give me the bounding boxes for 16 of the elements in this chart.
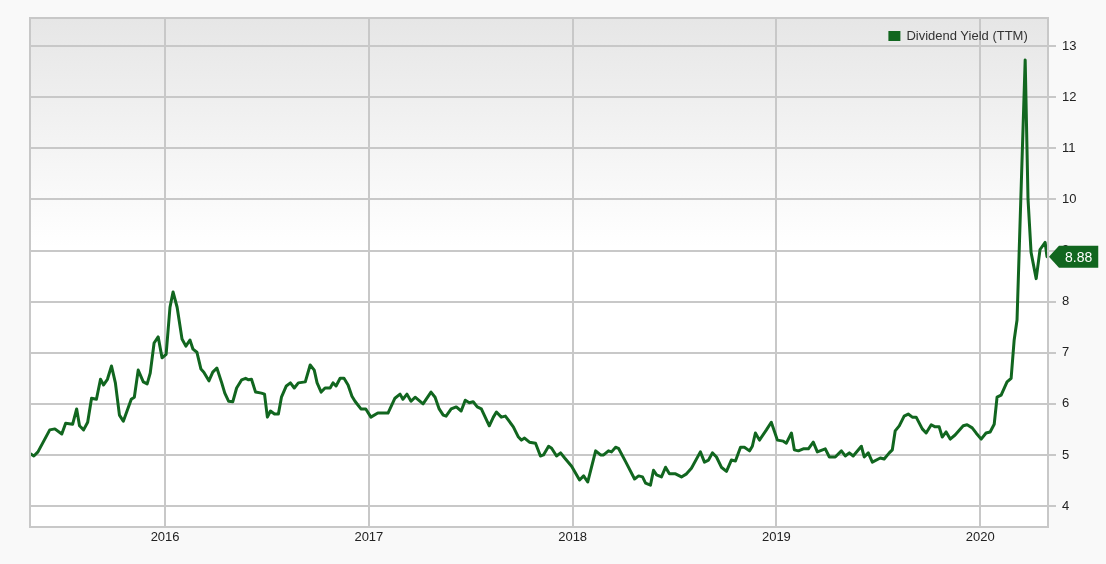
annotation: 8.88: [1064, 248, 1093, 265]
y-tick-label: 10: [1062, 191, 1077, 206]
x-tick-label: 2018: [558, 529, 588, 545]
y-tick-label: 11: [1062, 139, 1076, 155]
x-tick-label: 2020: [965, 529, 995, 545]
x-tick-label: 2016: [150, 529, 180, 545]
y-tick-label: 8: [1062, 293, 1070, 309]
x-tick-label: 2019: [761, 529, 791, 545]
y-tick-label: 5: [1062, 446, 1070, 462]
x-tick-label: 2017: [354, 529, 384, 545]
legend-label: Dividend Yield (TTM): [906, 27, 1028, 43]
y-tick-label: 7: [1062, 344, 1070, 360]
y-tick-label: 13: [1062, 37, 1077, 53]
y-tick-label: 12: [1062, 88, 1077, 104]
y-tick-label: 4: [1062, 497, 1070, 513]
y-tick-label: 6: [1062, 395, 1070, 411]
